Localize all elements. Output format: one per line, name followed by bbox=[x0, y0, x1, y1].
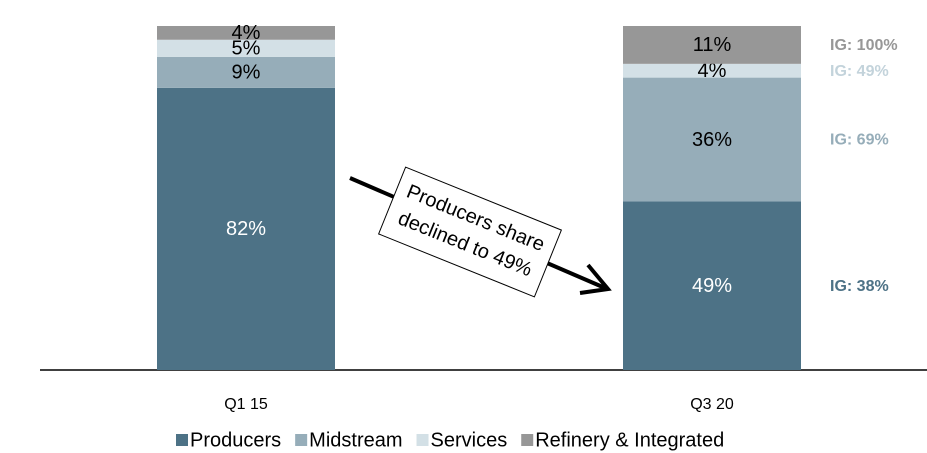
data-label: 82% bbox=[226, 218, 266, 240]
legend-label: Midstream bbox=[309, 429, 402, 451]
bar-segment bbox=[623, 201, 801, 370]
callout-arrowhead bbox=[579, 263, 612, 295]
x-tick-label: Q1 15 bbox=[224, 396, 268, 413]
data-label: 36% bbox=[692, 129, 732, 151]
legend-swatch bbox=[521, 434, 534, 446]
bar-segment bbox=[157, 39, 335, 57]
x-tick-label: Q3 20 bbox=[690, 396, 734, 413]
callout: Producers share declined to 49% bbox=[349, 166, 612, 298]
legend-label: Refinery & Integrated bbox=[535, 429, 724, 451]
legend-swatch bbox=[176, 434, 188, 446]
legend-swatch bbox=[295, 434, 308, 446]
data-label: 11% bbox=[693, 34, 732, 56]
callout-rect bbox=[377, 166, 563, 298]
bar-segment bbox=[623, 63, 801, 78]
legend: Producers Midstream Services Refinery & Int… bbox=[176, 429, 724, 451]
bar-segment bbox=[157, 56, 335, 88]
data-label: 9% bbox=[232, 62, 261, 84]
bar-segment bbox=[157, 26, 335, 40]
data-label: 5% bbox=[232, 38, 261, 60]
bar-segment bbox=[623, 26, 801, 64]
bar-segment bbox=[623, 77, 801, 202]
legend-label: Producers bbox=[190, 429, 281, 451]
data-label: 4% bbox=[698, 60, 727, 82]
callout-box: Producers share declined to 49% bbox=[377, 166, 563, 298]
ig-annotation: IG: 69% bbox=[830, 132, 889, 149]
data-label: 4% bbox=[232, 22, 261, 44]
legend-swatch bbox=[416, 434, 429, 446]
legend-label: Services bbox=[431, 429, 508, 451]
ig-annotation: IG: 49% bbox=[830, 63, 889, 80]
ig-annotation: IG: 100% bbox=[830, 37, 898, 54]
bar-segment bbox=[157, 87, 335, 371]
ig-annotation: IG: 38% bbox=[830, 278, 889, 295]
data-label: 49% bbox=[692, 275, 732, 297]
